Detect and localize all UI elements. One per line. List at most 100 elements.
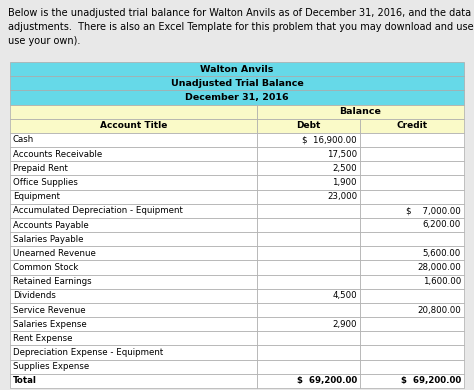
Text: Supplies Expense: Supplies Expense [13, 362, 89, 371]
Text: Cash: Cash [13, 135, 34, 144]
Bar [257, 289, 360, 303]
Bar [360, 161, 464, 176]
Text: Below is the unadjusted trial balance for Walton Anvils as of December 31, 2016,: Below is the unadjusted trial balance fo… [8, 8, 474, 18]
Bar [360, 204, 464, 218]
Bar [10, 76, 464, 90]
Bar [360, 346, 464, 360]
Bar [10, 105, 257, 119]
Bar [10, 161, 257, 176]
Bar [10, 204, 257, 218]
Text: adjustments.  There is also an Excel Template for this problem that you may down: adjustments. There is also an Excel Temp… [8, 22, 474, 32]
Bar [10, 176, 257, 190]
Bar [360, 303, 464, 317]
Text: Walton Anvils: Walton Anvils [201, 65, 273, 74]
Text: 1,900: 1,900 [332, 178, 357, 187]
Bar [360, 331, 464, 346]
Text: Accounts Payable: Accounts Payable [13, 220, 89, 229]
Bar [10, 317, 257, 331]
Bar [10, 331, 257, 346]
Bar [360, 133, 464, 147]
Bar [257, 374, 360, 388]
Text: Unadjusted Trial Balance: Unadjusted Trial Balance [171, 79, 303, 88]
Text: Accounts Receivable: Accounts Receivable [13, 150, 102, 159]
Bar [360, 147, 464, 161]
Bar [360, 275, 464, 289]
Text: Rent Expense: Rent Expense [13, 334, 73, 343]
Bar [257, 232, 360, 246]
Bar [10, 232, 257, 246]
Text: Depreciation Expense - Equipment: Depreciation Expense - Equipment [13, 348, 163, 357]
Bar [10, 90, 464, 105]
Bar [257, 204, 360, 218]
Bar [257, 105, 464, 119]
Bar [257, 133, 360, 147]
Bar [10, 246, 257, 261]
Text: Total: Total [13, 376, 37, 385]
Bar [257, 261, 360, 275]
Bar [10, 218, 257, 232]
Bar [10, 303, 257, 317]
Bar [10, 147, 257, 161]
Text: 1,600.00: 1,600.00 [423, 277, 461, 286]
Text: 17,500: 17,500 [327, 150, 357, 159]
Bar [10, 289, 257, 303]
Text: 20,800.00: 20,800.00 [417, 305, 461, 315]
Bar [360, 176, 464, 190]
Text: December 31, 2016: December 31, 2016 [185, 93, 289, 102]
Text: 5,600.00: 5,600.00 [423, 249, 461, 258]
Text: 23,000: 23,000 [327, 192, 357, 201]
Bar [10, 62, 464, 76]
Text: Prepaid Rent: Prepaid Rent [13, 164, 68, 173]
Text: Debt: Debt [296, 121, 321, 130]
Text: $  16,900.00: $ 16,900.00 [302, 135, 357, 144]
Bar [257, 275, 360, 289]
Text: 2,500: 2,500 [332, 164, 357, 173]
Text: Salaries Expense: Salaries Expense [13, 320, 87, 329]
Text: 28,000.00: 28,000.00 [417, 263, 461, 272]
Text: Dividends: Dividends [13, 291, 56, 300]
Text: $  69,200.00: $ 69,200.00 [401, 376, 461, 385]
Bar [257, 119, 360, 133]
Bar [257, 218, 360, 232]
Bar [10, 275, 257, 289]
Text: Common Stock: Common Stock [13, 263, 78, 272]
Text: Account Title: Account Title [100, 121, 167, 130]
Text: Retained Earnings: Retained Earnings [13, 277, 91, 286]
Text: 6,200.00: 6,200.00 [423, 220, 461, 229]
Text: 4,500: 4,500 [332, 291, 357, 300]
Bar [257, 147, 360, 161]
Text: Credit: Credit [396, 121, 428, 130]
Text: Salaries Payable: Salaries Payable [13, 235, 83, 244]
Bar [10, 374, 257, 388]
Bar [257, 190, 360, 204]
Bar [360, 360, 464, 374]
Text: Balance: Balance [339, 107, 382, 116]
Bar [10, 119, 257, 133]
Text: Office Supplies: Office Supplies [13, 178, 78, 187]
Bar [257, 161, 360, 176]
Bar [360, 190, 464, 204]
Text: Equipment: Equipment [13, 192, 60, 201]
Text: Service Revenue: Service Revenue [13, 305, 86, 315]
Bar [360, 232, 464, 246]
Bar [257, 346, 360, 360]
Text: use your own).: use your own). [8, 36, 81, 46]
Bar [360, 246, 464, 261]
Bar [10, 360, 257, 374]
Text: $  69,200.00: $ 69,200.00 [297, 376, 357, 385]
Bar [360, 289, 464, 303]
Bar [10, 346, 257, 360]
Bar [360, 119, 464, 133]
Bar [257, 360, 360, 374]
Bar [360, 261, 464, 275]
Bar [10, 261, 257, 275]
Bar [360, 218, 464, 232]
Text: $    7,000.00: $ 7,000.00 [406, 206, 461, 215]
Text: Accumulated Depreciation - Equipment: Accumulated Depreciation - Equipment [13, 206, 183, 215]
Bar [360, 317, 464, 331]
Text: 2,900: 2,900 [332, 320, 357, 329]
Bar [257, 317, 360, 331]
Bar [257, 176, 360, 190]
Bar [10, 190, 257, 204]
Bar [10, 133, 257, 147]
